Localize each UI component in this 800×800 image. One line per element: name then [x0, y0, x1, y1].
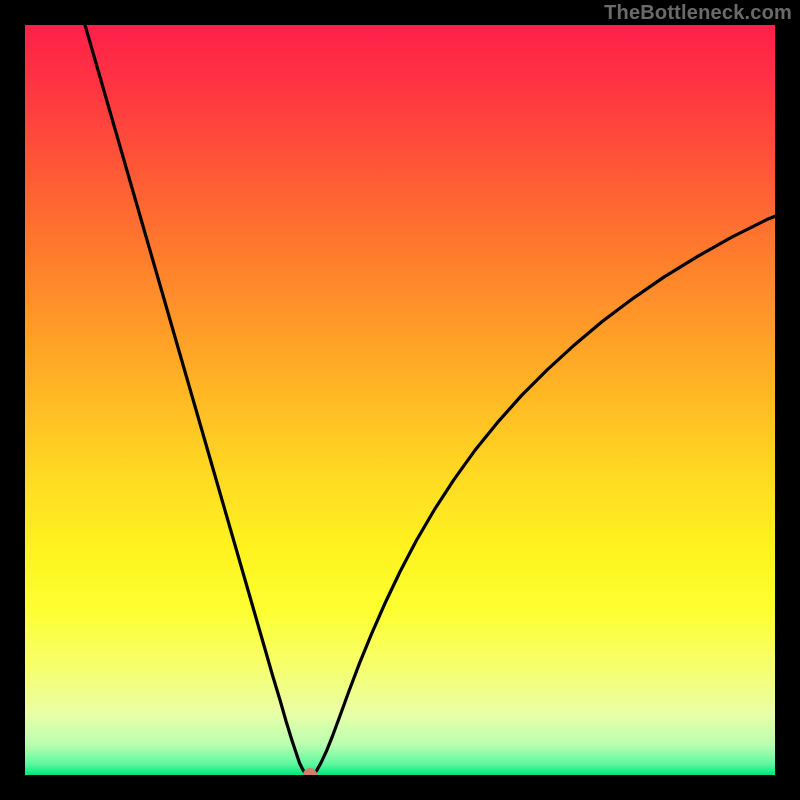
- watermark-text: TheBottleneck.com: [604, 2, 792, 25]
- bottleneck-chart: [25, 25, 775, 775]
- chart-container: TheBottleneck.com: [0, 0, 800, 800]
- gradient-background: [25, 25, 775, 775]
